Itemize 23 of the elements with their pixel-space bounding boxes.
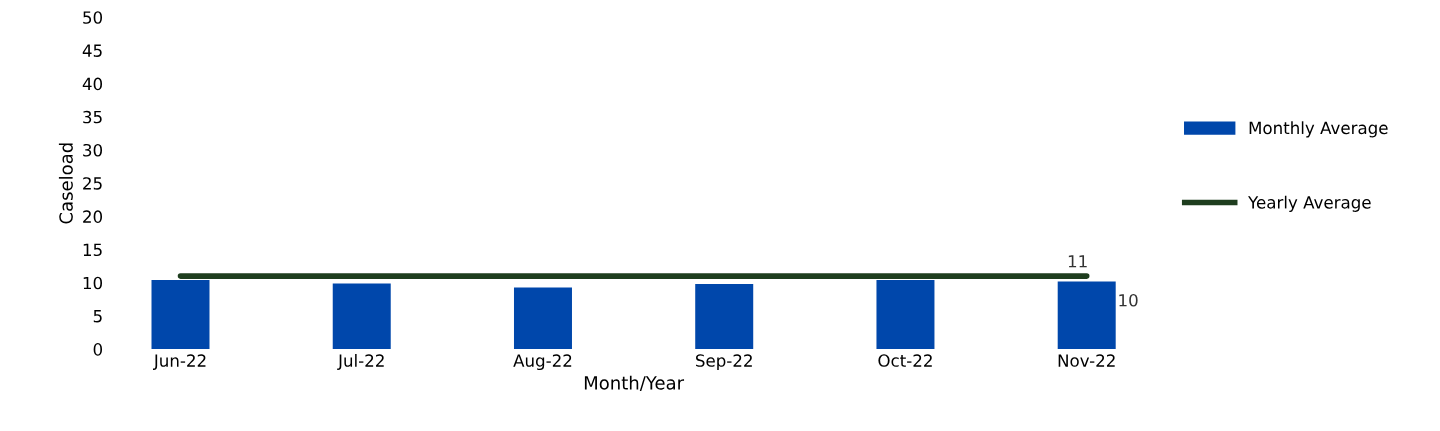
y-tick-label: 25 [83, 177, 102, 190]
data-label: 10 [1119, 293, 1138, 307]
y-tick-label: 20 [83, 210, 103, 223]
y-tick-label: 45 [82, 44, 102, 57]
x-tick-label: Oct-22 [878, 354, 932, 367]
data-label: 11 [1068, 255, 1087, 268]
y-tick-label: 50 [83, 11, 103, 24]
legend-label: Yearly Average [1248, 195, 1371, 212]
x-axis-title: Month/Year [584, 375, 685, 392]
y-tick-label: 30 [83, 143, 103, 157]
x-tick-label: Jun-22 [153, 354, 206, 370]
y-tick-label: 35 [83, 110, 102, 124]
x-tick-label: Nov-22 [1058, 354, 1115, 367]
y-tick-label: 0 [93, 343, 103, 356]
y-axis-title: Caseload [58, 143, 73, 224]
x-tick-label: Jul-22 [337, 353, 384, 370]
y-tick-label: 15 [83, 243, 102, 257]
legend-label: Monthly Average [1249, 121, 1388, 138]
y-tick-label: 5 [93, 310, 102, 323]
x-tick-label: Sep-22 [696, 354, 752, 371]
x-tick-label: Aug-22 [513, 354, 572, 371]
y-tick-label: 10 [83, 276, 103, 290]
y-tick-label: 40 [82, 77, 103, 91]
